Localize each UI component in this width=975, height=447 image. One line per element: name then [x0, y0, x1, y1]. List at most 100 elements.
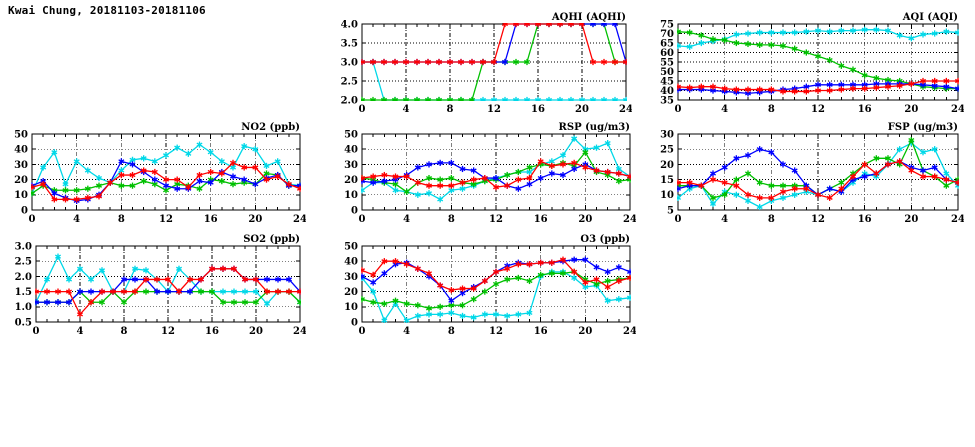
- chart-title-so2: SO2 (ppb): [243, 234, 300, 245]
- ytick-label: 20: [14, 175, 28, 186]
- series-day4: [677, 77, 959, 95]
- xtick-label: 8: [768, 214, 775, 225]
- xtick-label: 24: [619, 104, 632, 115]
- xtick-label: 24: [951, 214, 964, 225]
- xtick-label: 16: [534, 214, 548, 225]
- ytick-label: 2.0: [15, 272, 32, 283]
- xtick-label: 12: [161, 326, 175, 337]
- xtick-label: 4: [403, 326, 410, 337]
- ytick-label: 1.0: [15, 302, 32, 313]
- xtick-label: 20: [248, 214, 262, 225]
- ytick-label: 10: [660, 190, 674, 201]
- xtick-label: 12: [487, 104, 501, 115]
- series-day4: [35, 265, 301, 318]
- ytick-label: 45: [660, 76, 674, 87]
- xtick-label: 20: [904, 214, 918, 225]
- series-day4: [31, 159, 301, 203]
- ytick-label: 2.5: [341, 76, 358, 87]
- ytick-label: 75: [660, 19, 674, 30]
- chart-panel-so2: SO2 (ppb) 0.5 1.0 1.5 2.0 2.5 3.0 0 4 8 12 16 20 24: [6, 232, 306, 342]
- xtick-label: 20: [578, 326, 592, 337]
- xtick-label: 0: [33, 326, 40, 337]
- ytick-label: 40: [660, 86, 674, 97]
- ytick-label: 50: [344, 241, 358, 252]
- ytick-label: 50: [660, 67, 674, 78]
- ytick-label: 2.5: [15, 257, 32, 268]
- series-day4: [361, 256, 631, 294]
- ytick-label: 10: [14, 190, 28, 201]
- xtick-label: 20: [575, 104, 589, 115]
- xtick-label: 12: [811, 104, 825, 115]
- ytick-label: 20: [660, 160, 674, 171]
- xtick-label: 20: [578, 214, 592, 225]
- xtick-label: 8: [768, 104, 775, 115]
- ytick-label: 30: [660, 129, 674, 140]
- ytick-label: 0: [351, 205, 358, 216]
- xtick-label: 4: [403, 104, 410, 115]
- ytick-label: 55: [660, 57, 674, 68]
- ytick-label: 2.0: [341, 95, 358, 106]
- xtick-label: 8: [118, 214, 125, 225]
- series-day4: [361, 23, 627, 66]
- xtick-label: 0: [675, 214, 682, 225]
- chart-title-o3: O3 (ppb): [580, 234, 630, 245]
- xtick-label: 8: [448, 326, 455, 337]
- xtick-label: 0: [29, 214, 36, 225]
- ytick-label: 30: [344, 272, 358, 283]
- chart-panel-fsp: FSP (ug/m3) 5 10 15 20 25 30 0 4 8 12 16 20 24: [652, 120, 964, 230]
- ytick-label: 65: [660, 38, 674, 49]
- xtick-label: 0: [359, 104, 366, 115]
- ytick-label: 30: [344, 160, 358, 171]
- xtick-label: 16: [205, 326, 219, 337]
- xtick-label: 0: [359, 326, 366, 337]
- ytick-label: 50: [344, 129, 358, 140]
- xtick-label: 8: [121, 326, 128, 337]
- ytick-label: 10: [344, 190, 358, 201]
- chart-panel-o3: O3 (ppb) 0 10 20 30 40 50 0 4 8 12 16 20 24: [336, 232, 636, 342]
- xtick-label: 4: [721, 104, 728, 115]
- ytick-label: 4.0: [341, 19, 358, 30]
- xtick-label: 24: [951, 104, 964, 115]
- xtick-label: 12: [489, 214, 503, 225]
- ytick-label: 3.5: [341, 38, 358, 49]
- series-day1: [677, 26, 959, 50]
- xtick-label: 24: [623, 326, 636, 337]
- ytick-label: 3.0: [15, 241, 32, 252]
- series-day1: [361, 268, 631, 323]
- ytick-label: 30: [14, 160, 28, 171]
- ytick-label: 70: [660, 29, 674, 40]
- ytick-label: 40: [14, 145, 28, 156]
- series-day4: [361, 158, 631, 191]
- xtick-label: 24: [623, 214, 636, 225]
- xtick-label: 20: [904, 104, 918, 115]
- xtick-label: 12: [159, 214, 173, 225]
- page-title: Kwai Chung, 20181103-20181106: [8, 4, 206, 17]
- ytick-label: 3.0: [341, 57, 358, 68]
- chart-title-no2: NO2 (ppb): [241, 122, 300, 133]
- chart-panel-no2: NO2 (ppb) 0 10 20 30 40 50 0 4 8 12 16 20 24: [6, 120, 306, 230]
- chart-panel-aqi: AQI (AQI) 35 40 45 50 55 60 65 70 75 0 4 8 12 16 20 24: [652, 10, 964, 120]
- chart-title-aqhi: AQHI (AQHI): [551, 12, 626, 23]
- xtick-label: 24: [293, 326, 306, 337]
- ytick-label: 25: [660, 145, 674, 156]
- xtick-label: 4: [73, 214, 80, 225]
- ytick-label: 50: [14, 129, 28, 140]
- ytick-label: 5: [667, 205, 674, 216]
- series-day4: [677, 158, 959, 201]
- xtick-label: 24: [293, 214, 306, 225]
- xtick-label: 4: [721, 214, 728, 225]
- ytick-label: 1.5: [15, 287, 32, 298]
- chart-panel-rsp: RSP (ug/m3) 0 10 20 30 40 50 0 4 8 12 16 20 24: [336, 120, 636, 230]
- xtick-label: 12: [811, 214, 825, 225]
- ytick-label: 0: [21, 205, 28, 216]
- xtick-label: 8: [448, 214, 455, 225]
- xtick-label: 4: [77, 326, 84, 337]
- xtick-label: 16: [204, 214, 218, 225]
- ytick-label: 0: [351, 317, 358, 328]
- ytick-label: 0.5: [15, 317, 32, 328]
- chart-title-rsp: RSP (ug/m3): [559, 122, 630, 133]
- ytick-label: 20: [344, 287, 358, 298]
- ytick-label: 35: [660, 95, 674, 106]
- xtick-label: 4: [403, 214, 410, 225]
- chart-title-aqi: AQI (AQI): [902, 12, 958, 23]
